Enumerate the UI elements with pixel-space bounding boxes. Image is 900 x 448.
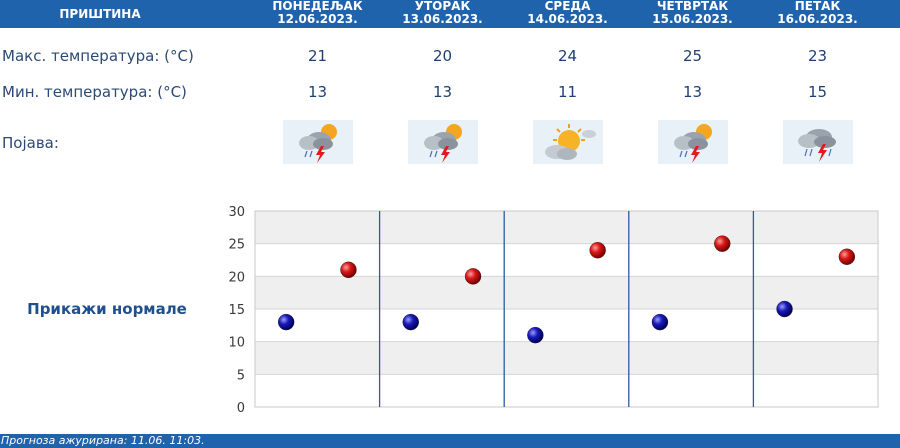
min-temp-value: 11 [557,83,578,101]
city-name: ПРИШТИНА [59,7,141,21]
max-temp-point [340,261,357,279]
max-temp-point [838,248,856,265]
max-temp-point [589,242,606,259]
max-temp-value: 24 [557,47,578,65]
y-tick-label: 5 [237,368,245,383]
day-header-5: ПЕТАК 16.06.2023. [755,0,880,28]
day-header-3: СРЕДА 14.06.2023. [505,0,630,28]
chart-band [255,341,878,375]
cloud-thunderstorm-icon [783,120,853,164]
y-tick-label: 10 [228,336,245,351]
chart-band [255,211,878,244]
chart-band [255,276,878,309]
min-temp-label: Мин. температура: (°C) [2,83,187,101]
chart-band [255,374,878,407]
min-temp-value: 13 [432,83,453,101]
y-tick-label: 20 [228,270,245,285]
chart-band [255,243,878,277]
partly-cloudy-sun-icon [533,120,603,164]
y-tick-label: 0 [237,401,245,414]
sun-cloud-thunderstorm-icon [658,120,728,164]
y-tick-label: 30 [228,205,245,220]
sun-cloud-thunderstorm-icon [283,120,353,164]
day-date: 13.06.2023. [402,12,483,26]
min-temp-value: 13 [307,83,328,101]
max-temp-value: 23 [807,47,828,65]
chart-bands [255,211,878,407]
min-temp-value: 13 [682,83,703,101]
y-tick-label: 25 [228,238,245,253]
chart-band [255,309,878,342]
show-normals-link[interactable]: Прикажи нормале [27,300,187,318]
sun-cloud-thunderstorm-icon [408,120,478,164]
chart-gridlines [254,210,879,408]
day-date: 15.06.2023. [652,12,733,26]
forecast-header: ПРИШТИНА ПОНЕДЕЉАК 12.06.2023. УТОРАК 13… [0,0,900,28]
day-name: ПЕТАК [794,0,841,13]
day-date: 14.06.2023. [527,12,608,26]
max-temp-label: Макс. температура: (°C) [2,47,194,65]
temperature-chart: 0 5 10 15 20 25 30 [228,205,879,414]
day-dividers [378,211,755,407]
phenomenon-label: Појава: [2,134,59,152]
day-name: ПОНЕДЕЉАК [272,0,363,13]
y-tick-label: 15 [228,303,245,318]
min-temp-value: 15 [807,83,828,101]
day-header-2: УТОРАК 13.06.2023. [380,0,505,28]
max-temp-value: 20 [432,47,453,65]
min-temp-point [776,300,793,318]
forecast-updated-footer: Прогноза ажурирана: 11.06. 11:03. [0,434,900,448]
max-temp-value: 25 [682,47,703,65]
min-temp-point [402,313,419,331]
min-temp-point [527,326,544,344]
plot-frame [254,210,879,408]
day-name: ЧЕТВРТАК [656,0,729,13]
min-temp-point [651,313,669,331]
max-temp-point [464,268,482,285]
day-name: СРЕДА [544,0,591,13]
day-header-4: ЧЕТВРТАК 15.06.2023. [630,0,755,28]
day-header-1: ПОНЕДЕЉАК 12.06.2023. [255,0,380,28]
day-date: 16.06.2023. [777,12,858,26]
day-date: 12.06.2023. [277,12,358,26]
day-name: УТОРАК [414,0,471,13]
min-temp-point [277,313,295,331]
y-axis-ticks: 0 5 10 15 20 25 30 [228,205,245,414]
data-points [277,235,856,344]
max-temp-point [714,235,731,252]
max-temp-value: 21 [307,47,328,65]
